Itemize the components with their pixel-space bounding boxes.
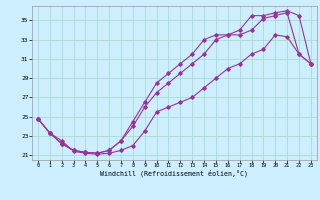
X-axis label: Windchill (Refroidissement éolien,°C): Windchill (Refroidissement éolien,°C) [100, 170, 248, 177]
